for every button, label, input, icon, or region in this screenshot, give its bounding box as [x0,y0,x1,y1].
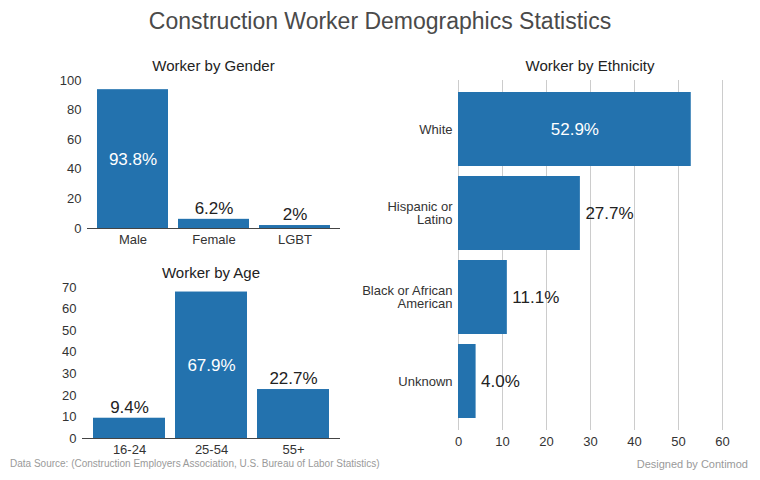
svg-text:0: 0 [74,221,81,236]
svg-text:11.1%: 11.1% [512,288,559,307]
svg-text:16-24: 16-24 [113,442,146,457]
svg-text:50: 50 [62,323,76,338]
svg-text:20: 20 [62,388,76,403]
svg-text:60: 60 [67,132,81,147]
svg-text:4.0%: 4.0% [481,372,520,391]
svg-text:0: 0 [69,431,76,446]
svg-text:80: 80 [67,102,81,117]
html-text:Worker by Ethnicity: Worker by Ethnicity [525,57,655,74]
svg-text:Male: Male [119,232,147,247]
html-text:Construction Worker Demographi: Construction Worker Demographics Statist… [148,8,612,34]
svg-text:40: 40 [62,344,76,359]
svg-text:20: 20 [539,434,553,449]
svg-text:93.8%: 93.8% [109,150,157,169]
svg-text:Black or AfricanAmerican: Black or AfricanAmerican [362,283,452,311]
svg-text:52.9%: 52.9% [551,120,599,139]
svg-text:60: 60 [715,434,729,449]
svg-text:2%: 2% [283,205,308,224]
svg-text:Hispanic orLatino: Hispanic orLatino [387,199,453,227]
svg-text:Female: Female [192,232,235,247]
svg-text:22.7%: 22.7% [269,369,317,388]
html-text:Worker by Gender: Worker by Gender [152,57,275,74]
html-text:Designed by Contimod: Designed by Contimod [636,458,748,470]
svg-text:100: 100 [60,73,82,88]
svg-text:9.4%: 9.4% [110,398,149,417]
svg-text:Unknown: Unknown [398,374,452,389]
html-text:Data Source: (Construction Emp: Data Source: (Construction Employers Ass… [10,458,380,469]
svg-text:6.2%: 6.2% [195,199,234,218]
svg-text:0: 0 [455,434,462,449]
svg-text:40: 40 [67,161,81,176]
svg-text:55+: 55+ [282,442,304,457]
svg-text:50: 50 [671,434,685,449]
svg-text:30: 30 [583,434,597,449]
html-text:Worker by Age: Worker by Age [161,264,260,281]
svg-text:20: 20 [67,191,81,206]
svg-text:10: 10 [495,434,509,449]
svg-text:10: 10 [62,409,76,424]
svg-text:25-54: 25-54 [195,442,228,457]
svg-text:White: White [419,122,452,137]
svg-text:40: 40 [627,434,641,449]
svg-text:27.7%: 27.7% [585,204,633,223]
svg-text:LGBT: LGBT [278,232,312,247]
svg-text:60: 60 [62,301,76,316]
svg-text:70: 70 [62,280,76,295]
svg-text:30: 30 [62,366,76,381]
svg-text:67.9%: 67.9% [187,356,235,375]
